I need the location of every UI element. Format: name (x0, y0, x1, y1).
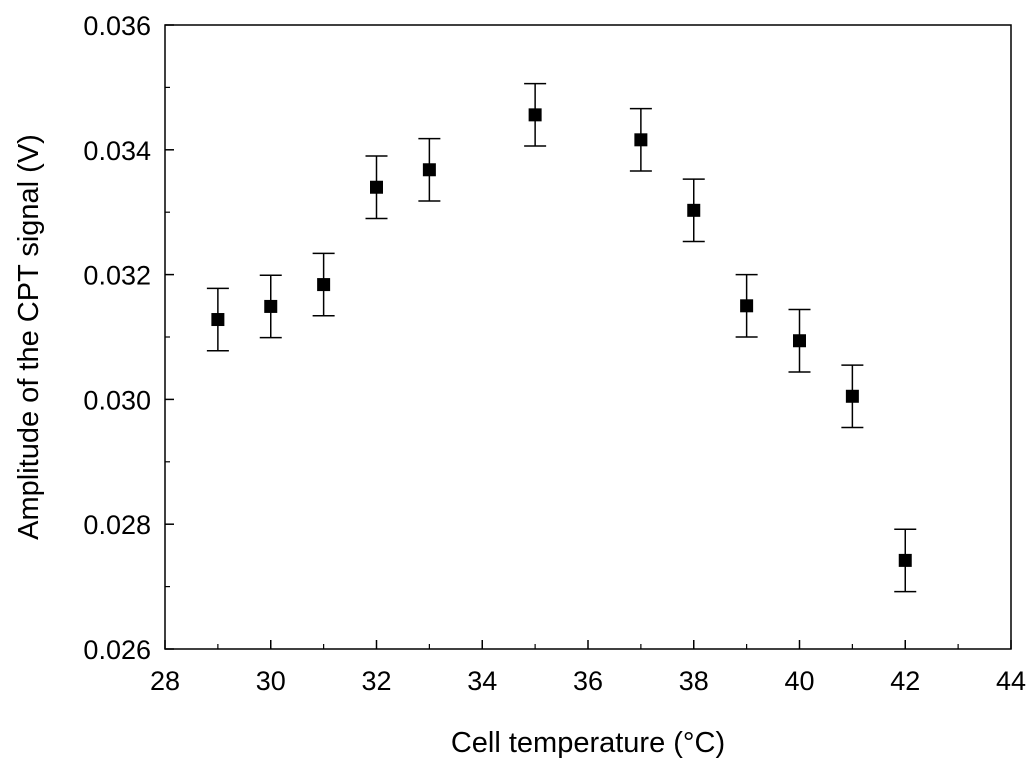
data-point (845, 389, 859, 403)
x-axis-title: Cell temperature (°C) (451, 727, 725, 759)
y-tick-label: 0.026 (83, 635, 151, 665)
data-point (211, 313, 225, 327)
y-tick-label: 0.032 (83, 261, 151, 291)
data-point (422, 163, 436, 177)
data-point (634, 133, 648, 147)
x-tick-label: 30 (256, 666, 286, 696)
y-tick-label: 0.028 (83, 510, 151, 540)
x-tick-label: 42 (890, 666, 920, 696)
major-ticks (164, 24, 1012, 650)
x-tick-label: 34 (467, 666, 497, 696)
data-point (370, 180, 383, 194)
x-tick-label: 38 (679, 666, 709, 696)
plot-frame (164, 24, 1012, 650)
data-point (317, 278, 331, 292)
minor-ticks (165, 86, 959, 649)
data-point (740, 299, 754, 313)
x-tick-label: 28 (150, 666, 180, 696)
y-tick-label: 0.030 (83, 385, 151, 415)
data-point (264, 299, 278, 313)
y-tick-label: 0.036 (83, 11, 151, 41)
x-tick-label: 36 (573, 666, 603, 696)
x-tick-label: 40 (784, 666, 814, 696)
y-axis-title: Amplitude of the CPT signal (V) (13, 134, 45, 540)
y-tick-label: 0.034 (83, 136, 151, 166)
x-tick-label: 32 (361, 666, 391, 696)
data-point (687, 203, 701, 217)
data-point (793, 334, 806, 348)
error-bars (206, 82, 917, 593)
data-point (898, 553, 912, 567)
x-tick-labels: 28 30 32 34 36 38 40 42 44 (150, 666, 1026, 696)
data-point (528, 108, 542, 122)
data-points (211, 108, 912, 567)
y-tick-labels: 0.026 0.028 0.030 0.032 0.034 0.036 (83, 11, 151, 665)
x-tick-label: 44 (996, 666, 1026, 696)
